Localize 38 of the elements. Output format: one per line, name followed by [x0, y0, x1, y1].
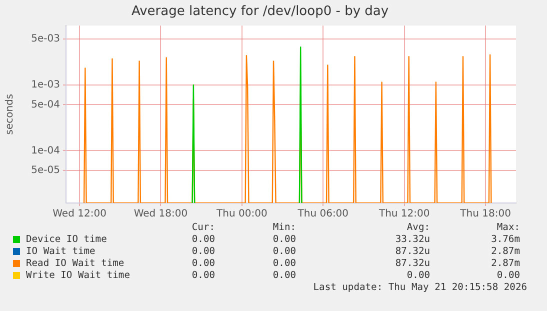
text: Avg: [406, 222, 430, 233]
x-tick-label: Thu 00:00 [216, 208, 268, 220]
legend-label: Device IO time [26, 234, 107, 245]
legend-label: Read IO Wait time [26, 258, 124, 269]
text: 33.32u [394, 234, 430, 245]
text: 0.00 [406, 270, 430, 281]
text: 2.87m [490, 258, 520, 269]
text: 0.00 [190, 234, 215, 245]
text: 0.00 [190, 258, 215, 269]
text: 0.00 [272, 258, 296, 269]
y-tick-label: 5e-05 [31, 165, 60, 176]
text: 3.76m [490, 234, 520, 245]
chart-title: Average latency for /dev/loop0 - by day [131, 4, 389, 20]
text: 0.00 [496, 270, 520, 281]
x-tick-label: Thu 18:00 [459, 208, 511, 220]
text: 0.00 [272, 246, 296, 257]
text: Min: [272, 222, 296, 233]
text: 87.32u [394, 258, 430, 269]
text: 2.87m [490, 246, 520, 257]
y-axis-title: seconds [4, 94, 16, 135]
text: Last update: Thu May 21 20:15:58 2026 [313, 282, 527, 293]
x-tick-label: Wed 12:00 [52, 208, 106, 220]
x-tick-label: Wed 18:00 [134, 208, 188, 220]
y-tick-label: 5e-04 [31, 99, 60, 110]
x-tick-label: Thu 06:00 [296, 208, 349, 220]
text: 0.00 [190, 246, 215, 257]
legend-label: IO Wait time [26, 246, 96, 257]
text: 0.00 [272, 270, 296, 281]
y-tick-label: 5e-03 [31, 34, 60, 45]
x-tick-label: Thu 12:00 [378, 208, 430, 220]
text: Max: [496, 222, 520, 233]
legend-label: Write IO Wait time [26, 270, 130, 281]
y-tick-label: 1e-04 [31, 145, 60, 156]
text: 0.00 [190, 270, 215, 281]
y-tick-label: 1e-03 [31, 80, 60, 91]
text: Cur: [190, 222, 215, 233]
text: 0.00 [272, 234, 296, 245]
text: 87.32u [394, 246, 430, 257]
